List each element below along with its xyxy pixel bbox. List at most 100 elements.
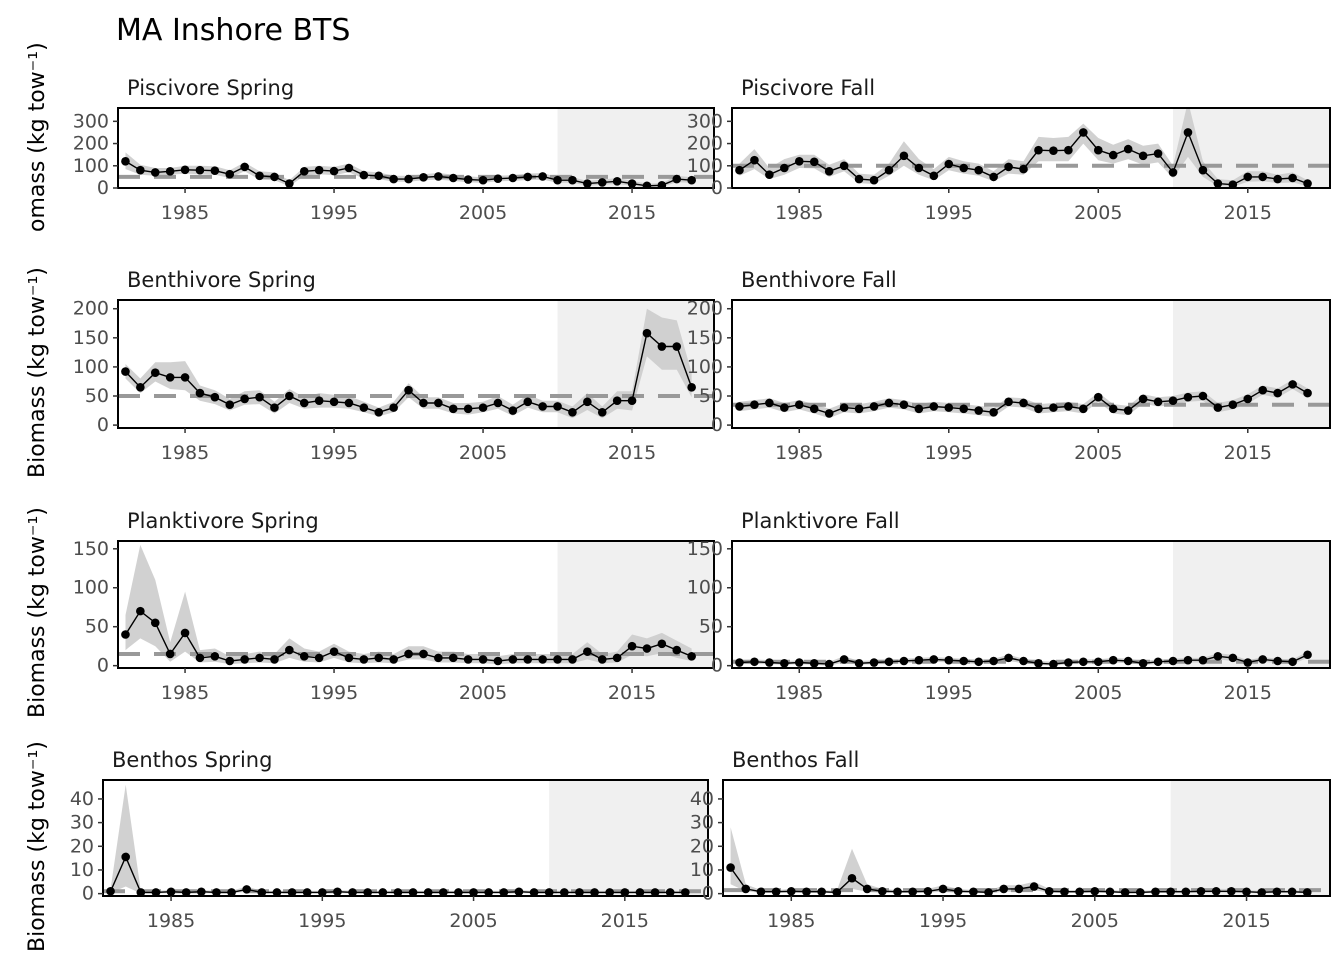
y-tick-label: 10 [690,859,714,881]
data-point [1198,165,1208,175]
data-point [627,396,637,405]
data-point [508,406,518,415]
data-point [802,887,811,896]
data-point [553,175,562,185]
chart-title: MA Inshore BTS [116,13,350,48]
y-axis-label: Biomass (kg tow⁻¹) [25,741,50,952]
data-point [359,403,369,412]
data-point [929,402,939,411]
data-point [197,887,206,896]
panel-border [722,779,1331,897]
data-point [1120,888,1130,896]
x-tick-label: 2005 [1074,202,1122,224]
panel-title: Benthos Spring [112,748,272,772]
x-tick-label: 2015 [1224,202,1272,224]
data-point [523,172,533,182]
x-tick-label: 1985 [775,442,823,464]
x-tick-label: 2015 [1224,682,1272,704]
data-point [974,657,983,667]
data-point [225,656,235,666]
data-point [404,649,413,659]
data-point [884,657,894,667]
data-point [657,342,667,351]
data-point [514,887,524,896]
panel-border [731,107,1331,189]
data-point [665,888,675,896]
data-point [1287,887,1297,896]
data-point [786,886,796,896]
data-point [180,165,190,175]
data-point [1258,385,1268,395]
data-point [672,645,682,655]
x-tick-label: 2015 [1222,910,1270,932]
data-point [1138,659,1148,668]
x-tick-label: 1995 [310,442,358,464]
data-point [771,887,781,896]
data-point [195,653,205,663]
x-tick-label: 2015 [1224,442,1272,464]
data-point [448,653,458,663]
x-tick-label: 1995 [925,202,973,224]
data-point [869,175,879,185]
data-point [287,888,297,896]
data-point [989,407,998,417]
x-tick-label: 2005 [459,682,507,704]
y-tick-label: 150 [687,327,723,349]
y-tick-label: 100 [73,577,109,599]
data-point [1302,888,1312,896]
panel-title: Piscivore Fall [741,76,875,100]
data-point [899,400,909,410]
data-point [255,653,264,663]
data-point [255,392,264,402]
data-point [240,162,249,172]
x-tick-label: 1985 [161,202,209,224]
x-tick-label: 2015 [601,910,649,932]
data-point [929,171,939,181]
data-point [620,888,630,896]
data-point [508,655,518,664]
data-point [938,884,948,894]
data-point [1273,388,1282,398]
data-point [210,652,220,661]
y-tick-label: 0 [82,883,94,905]
data-point [227,888,236,896]
data-point [809,404,819,414]
data-point [1288,380,1297,389]
data-point [150,168,160,177]
y-tick-label: 30 [70,812,94,834]
data-point [612,653,622,663]
data-point [463,175,473,184]
data-point [1153,397,1163,407]
data-point [597,407,607,417]
x-tick-label: 2015 [608,682,656,704]
y-tick-label: 20 [690,835,714,857]
x-tick-label: 2005 [449,910,497,932]
data-point [299,398,309,408]
data-point [1196,886,1206,896]
data-point [344,398,354,408]
data-point [1108,150,1118,160]
data-point [1168,656,1178,666]
data-point [568,407,577,417]
data-point [953,886,963,896]
data-point [1123,406,1133,415]
data-point [878,886,887,896]
data-point [1273,656,1282,666]
data-point [817,887,826,896]
data-point [1228,653,1238,663]
data-point [832,888,842,896]
x-tick-label: 1985 [775,202,823,224]
data-point [151,888,161,896]
data-point [999,884,1009,894]
data-point [389,403,398,412]
x-tick-label: 1985 [161,682,209,704]
y-tick-label: 50 [85,616,109,638]
panel-plot-area [732,108,1330,188]
data-point [439,888,448,896]
data-point [165,649,175,659]
data-point [1153,657,1163,667]
y-tick-label: 100 [73,356,109,378]
data-point [929,655,939,664]
data-point [165,373,175,382]
